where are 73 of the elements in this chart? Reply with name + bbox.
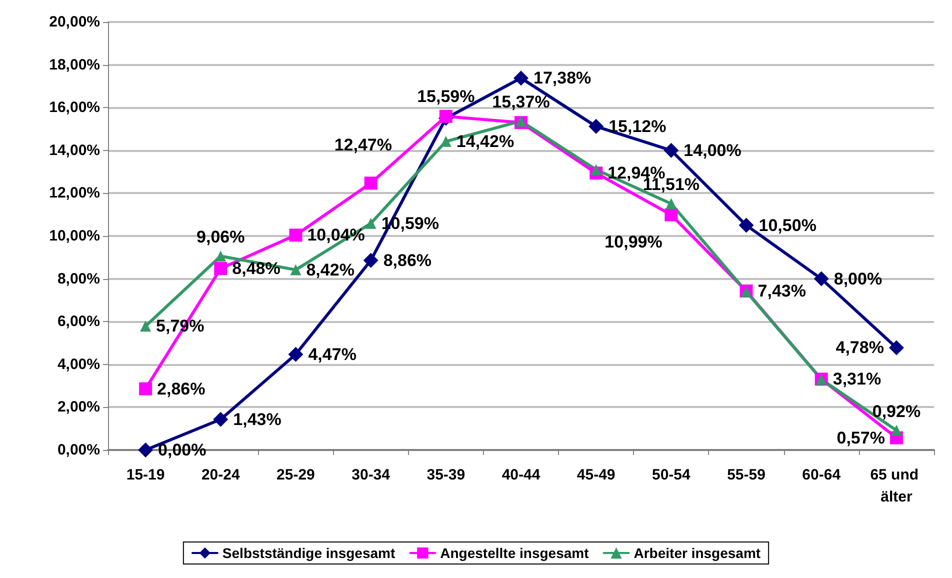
legend-label: Selbstständige insgesamt [222, 545, 396, 561]
data-label: 12,47% [334, 136, 392, 155]
data-label: 4,78% [836, 338, 884, 358]
point [588, 118, 604, 134]
y-tick-label: 20,00% [49, 14, 100, 30]
point [140, 320, 152, 332]
x-tick-label: 65 und älter [870, 466, 923, 506]
data-label: 10,50% [758, 216, 816, 235]
x-tick-label: 50-54 [652, 466, 692, 484]
point [516, 116, 526, 127]
legend-label: Angestellte insgesamt [440, 545, 590, 561]
x-tick-label: 35-39 [426, 466, 466, 484]
y-tick-label: 10,00% [49, 228, 100, 244]
data-label: 2,86% [157, 379, 206, 398]
y-tick-label: 2,00% [57, 398, 100, 416]
x-tick-label: 30-34 [352, 466, 391, 484]
point [888, 340, 904, 356]
data-label: 15,37% [492, 92, 550, 112]
data-label: 3,31% [832, 370, 882, 389]
data-label: 4,47% [308, 344, 356, 364]
data-label: 15,59% [417, 86, 475, 106]
point [365, 218, 376, 229]
y-tick-label: 16,00% [49, 99, 100, 116]
point [814, 271, 829, 286]
x-tick-label: 25-29 [276, 466, 315, 484]
point [364, 176, 378, 190]
data-label: 0,92% [872, 402, 921, 421]
point [738, 218, 754, 233]
point [215, 250, 226, 262]
x-tick-label: 60-64 [802, 466, 842, 484]
point [664, 208, 678, 222]
point [439, 110, 452, 123]
point [213, 412, 228, 427]
y-tick-label: 8,00% [57, 270, 100, 288]
point [890, 424, 902, 436]
data-label: 0,57% [836, 428, 885, 448]
y-tick-label: 14,00% [49, 142, 100, 159]
point [440, 136, 452, 147]
point [289, 228, 302, 242]
point [288, 346, 304, 362]
y-tick-label: 6,00% [57, 313, 100, 330]
data-label: 8,86% [383, 250, 432, 270]
point [290, 264, 302, 276]
point [214, 262, 228, 276]
data-label: 7,43% [758, 282, 806, 300]
y-tick-label: 12,00% [49, 184, 100, 202]
x-tick-label: 45-49 [576, 466, 616, 484]
y-tick-label: 18,00% [49, 56, 100, 74]
data-label: 0,00% [158, 440, 206, 460]
point [664, 142, 679, 158]
data-label: 17,38% [534, 68, 592, 88]
y-tick-label: 0,00% [57, 442, 100, 458]
point [138, 442, 154, 458]
data-label: 14,00% [684, 140, 742, 160]
point [590, 164, 602, 176]
data-label: 14,42% [456, 132, 514, 151]
data-label: 15,12% [608, 116, 666, 136]
data-label: 10,99% [604, 232, 662, 252]
data-label: 8,00% [834, 269, 882, 288]
point [514, 70, 528, 86]
data-label: 8,48% [232, 259, 280, 278]
point [139, 382, 152, 396]
y-tick-label: 4,00% [57, 356, 100, 373]
point [363, 252, 378, 268]
x-tick-label: 40-44 [502, 466, 541, 484]
x-tick-label: 55-59 [727, 466, 766, 484]
point [666, 198, 677, 210]
data-label: 9,06% [196, 228, 245, 247]
x-tick-label: 20-24 [201, 466, 240, 484]
data-label: 1,43% [233, 410, 282, 429]
legend-label: Arbeiter insgesamt [634, 545, 761, 561]
x-tick-label: 15-19 [126, 466, 165, 484]
data-label: 8,42% [306, 260, 354, 280]
